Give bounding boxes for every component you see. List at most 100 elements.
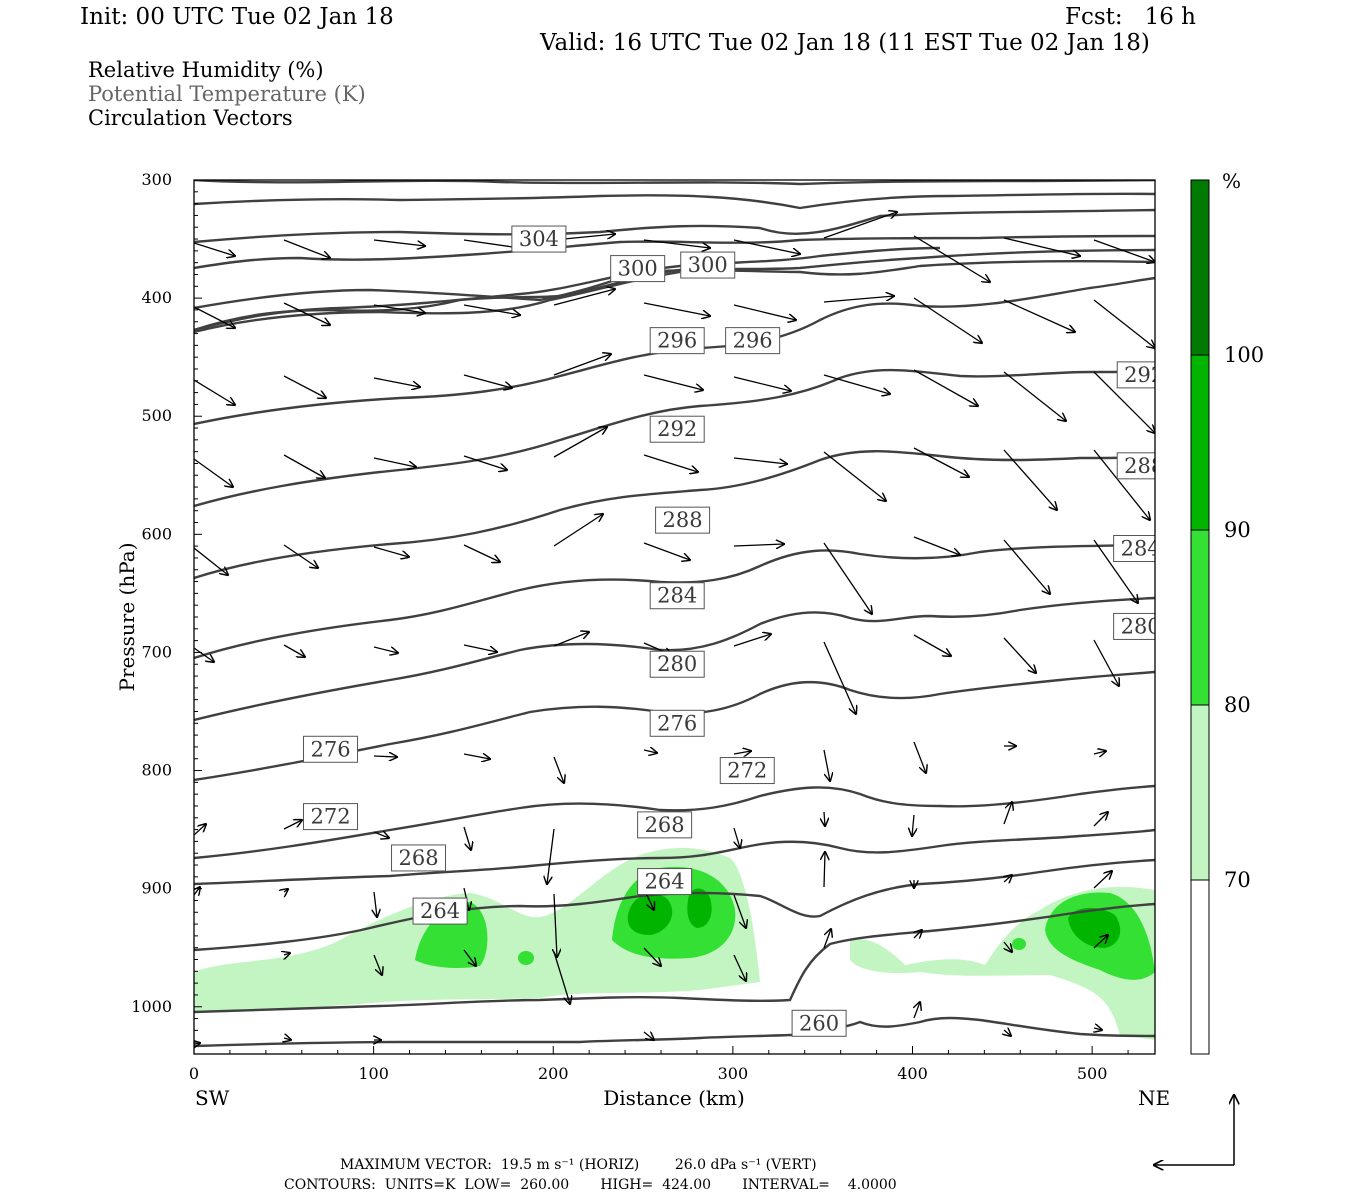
theta-label: 272 <box>727 759 767 783</box>
y-axis: 300 400 500 600 700 800 900 1000 <box>131 170 202 1043</box>
theta-label: 296 <box>733 329 773 353</box>
vector-arrow <box>1004 941 1012 952</box>
theta-label-box <box>303 803 359 831</box>
vector-arrow <box>194 306 235 328</box>
vector-arrow <box>553 514 603 547</box>
vector-arrow <box>1093 299 1155 348</box>
theta-contour <box>194 368 1155 508</box>
vector-arrow <box>913 741 926 773</box>
x-axis-label: Distance (km) <box>603 1086 745 1110</box>
max-vector-note: MAXIMUM VECTOR: 19.5 m s⁻¹ (HORIZ) 26.0 … <box>340 1157 817 1173</box>
legend-theta: Potential Temperature (K) <box>88 82 366 106</box>
theta-label-box <box>791 1009 847 1037</box>
vector-arrow <box>553 289 615 306</box>
vector-arrow <box>284 1038 291 1040</box>
x-axis: 0 100 200 300 400 500 <box>189 1046 1129 1083</box>
colorbar-level-90: 90 <box>1224 518 1251 542</box>
vector-arrow <box>912 814 914 836</box>
vector-arrow <box>1003 371 1066 421</box>
theta-label-box <box>303 735 359 763</box>
vector-arrow <box>373 546 409 557</box>
y-tick-label: 300 <box>141 170 172 189</box>
theta-label-box <box>391 844 447 872</box>
vector-arrow <box>1093 449 1150 520</box>
valid-time: Valid: 16 UTC Tue 02 Jan 18 (11 EST Tue … <box>540 30 1150 56</box>
vector-arrow <box>283 820 302 830</box>
forecast-hour: Fcst: 16 h <box>1065 4 1196 30</box>
vector-arrow <box>283 375 326 398</box>
theta-label: 280 <box>1121 614 1161 638</box>
y-tick-label: 600 <box>141 524 172 543</box>
theta-label: 268 <box>645 813 685 837</box>
vector-arrow <box>1093 871 1112 889</box>
vector-arrow <box>913 369 978 406</box>
theta-contour <box>194 543 1155 660</box>
theta-label-box <box>637 811 693 839</box>
vector-arrow <box>643 542 690 560</box>
vector-arrow <box>1003 299 1075 332</box>
vector-arrow <box>823 374 890 394</box>
vector-arrow <box>373 646 398 653</box>
vector-arrow <box>194 647 214 662</box>
theta-contour <box>194 450 1155 580</box>
theta-label-box <box>680 251 736 279</box>
vector-arrow <box>463 826 471 850</box>
theta-contour <box>194 192 1155 210</box>
y-tick-label: 700 <box>141 642 172 661</box>
vector-arrow <box>373 457 416 467</box>
vector-arrow <box>194 547 228 575</box>
vector-arrow <box>913 297 982 343</box>
colorbar-level-70: 70 <box>1224 868 1251 892</box>
theta-label-box <box>649 327 705 355</box>
theta-label-box <box>1113 534 1155 562</box>
rh-90-region-mid2 <box>687 888 712 928</box>
vector-arrow <box>1003 802 1012 825</box>
legend-vectors: Circulation Vectors <box>88 106 293 130</box>
vector-arrow <box>733 634 771 647</box>
rh-80-spot2 <box>518 951 534 965</box>
vector-arrow <box>284 953 290 955</box>
vector-arrow <box>1093 812 1108 827</box>
colorbar-box-80 <box>1191 530 1209 705</box>
theta-label: 296 <box>657 329 697 353</box>
theta-label: 268 <box>398 846 438 870</box>
vector-arrow <box>373 377 420 387</box>
vector-arrow <box>643 750 657 753</box>
theta-label-box <box>1116 361 1155 389</box>
vector-arrow <box>734 827 740 848</box>
vector-arrow <box>283 302 330 325</box>
vector-arrow <box>1004 1030 1011 1036</box>
theta-contour <box>194 858 1155 952</box>
vector-arrow <box>643 374 703 390</box>
vector-arrow <box>373 832 389 838</box>
vector-arrow <box>1003 637 1036 673</box>
vector-arrow <box>373 756 397 757</box>
theta-contour <box>194 180 1155 186</box>
vector-arrow <box>554 893 557 957</box>
theta-label-box <box>725 327 781 355</box>
theta-label: 260 <box>799 1011 839 1035</box>
vector-arrow <box>1003 449 1057 510</box>
vector-arrow <box>733 457 787 464</box>
vector-arrow <box>1093 239 1155 262</box>
vector-arrow <box>823 749 830 781</box>
x-tick-label: 300 <box>718 1064 749 1083</box>
theta-label: 276 <box>657 711 697 735</box>
vector-arrow <box>553 354 611 376</box>
vector-arrow <box>463 644 497 652</box>
theta-label-box <box>649 709 705 737</box>
contour-info: CONTOURS: UNITS=K LOW= 260.00 HIGH= 424.… <box>284 1177 897 1193</box>
vector-arrow <box>823 296 894 303</box>
theta-label: 284 <box>1121 536 1161 560</box>
init-time: Init: 00 UTC Tue 02 Jan 18 <box>80 4 394 30</box>
theta-label-box <box>649 650 705 678</box>
vector-arrow <box>194 379 235 405</box>
vector-arrow <box>733 544 784 546</box>
theta-label-box <box>1113 612 1155 640</box>
vector-arrow <box>194 458 233 487</box>
colorbar-frame <box>1190 179 1210 1055</box>
theta-label: 292 <box>1124 363 1164 387</box>
ne-endpoint-label: NE <box>1138 1086 1170 1110</box>
x-tick-label: 100 <box>358 1064 389 1083</box>
